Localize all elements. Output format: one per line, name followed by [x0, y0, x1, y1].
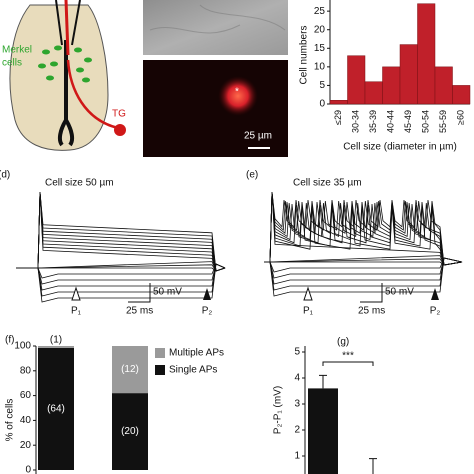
panel-title: Cell size 35 µm — [293, 178, 362, 189]
trace — [264, 191, 463, 266]
y-axis-label: P₂-P₁ (mV) — [273, 386, 284, 434]
trace — [264, 191, 463, 266]
trace — [264, 191, 463, 266]
scale-label: 50 mV — [153, 287, 182, 298]
y-tick-label: 20 — [20, 440, 32, 451]
x-tick-label: ≤29 — [333, 110, 343, 125]
legend-swatch — [155, 348, 165, 358]
x-tick-label: 55-59 — [438, 110, 448, 133]
p1-marker — [71, 286, 81, 301]
bar — [417, 3, 436, 105]
bar — [434, 66, 453, 105]
panel-label: (e) — [246, 170, 258, 181]
panel-label: (f) — [5, 335, 14, 346]
p2-marker — [431, 288, 439, 300]
bar-segment — [112, 346, 148, 394]
scale-label: 25 µm — [244, 131, 272, 142]
x-tick-label: 30-34 — [351, 110, 361, 133]
count-label: (20) — [121, 426, 139, 437]
trace — [264, 191, 463, 266]
y-tick-label: 3 — [294, 399, 300, 410]
label: cells — [2, 58, 22, 69]
trace — [264, 191, 463, 266]
x-tick-label: 45-49 — [403, 110, 413, 133]
trace — [264, 191, 463, 266]
micrographs: * 25 µm — [143, 0, 288, 157]
panel-label: (g) — [337, 337, 349, 348]
bar — [364, 81, 383, 105]
y-tick-label: 2 — [294, 425, 300, 436]
scale-bar — [360, 283, 383, 303]
y-tick-label: 4 — [294, 373, 300, 384]
label: TG — [112, 109, 126, 120]
legend-label: Multiple APs — [169, 348, 224, 359]
scale-label: 25 ms — [126, 306, 153, 317]
legend-label: Single APs — [169, 365, 217, 376]
p2-label: P₂ — [430, 306, 441, 317]
label: Merkel — [2, 45, 32, 56]
x-tick-label: 40-44 — [386, 110, 396, 133]
bar-segment — [38, 347, 74, 470]
y-tick-label: 1 — [294, 451, 300, 462]
trace — [264, 261, 463, 266]
count-label: (12) — [121, 364, 139, 375]
panel-label: (d) — [0, 170, 10, 181]
y-tick-label: 15 — [314, 43, 326, 54]
y-tick-label: 100 — [14, 341, 31, 352]
count-label: (1) — [50, 335, 62, 346]
bar — [347, 55, 366, 105]
y-tick-label: 60 — [20, 390, 32, 401]
y-tick-label: 25 — [314, 6, 326, 17]
y-tick-label: 5 — [319, 80, 325, 91]
x-tick-label: 50-54 — [421, 110, 431, 133]
x-tick-label: 35-39 — [368, 110, 378, 133]
p1-marker — [303, 286, 313, 301]
y-tick-label: 10 — [314, 61, 326, 72]
y-tick-label: 80 — [20, 365, 32, 376]
y-tick-label: 40 — [20, 415, 32, 426]
bar-segment — [38, 346, 74, 348]
count-label: (64) — [47, 404, 65, 415]
trace — [16, 267, 226, 272]
significance: *** — [342, 351, 354, 362]
bar — [399, 44, 418, 105]
error-bar — [319, 374, 327, 389]
scale-label: 50 mV — [385, 287, 414, 298]
bar — [452, 85, 471, 105]
p2-marker — [203, 288, 211, 300]
scale-bar — [128, 283, 151, 303]
y-axis-label: Cell numbers — [299, 26, 310, 85]
diagram: Merkel cells TG — [2, 0, 126, 151]
panel-title: Cell size 50 µm — [45, 178, 114, 189]
bar-segment — [112, 393, 148, 470]
p2-label: P₂ — [202, 306, 213, 317]
y-tick-label: 0 — [319, 99, 325, 110]
x-axis-label: Cell size (diameter in µm) — [343, 142, 457, 153]
bar — [382, 66, 401, 105]
y-axis-label: % of cells — [5, 399, 16, 442]
bar — [329, 100, 348, 105]
marker: * — [235, 87, 239, 98]
trace — [264, 257, 463, 297]
error-bar — [369, 458, 377, 474]
p1-label: P₁ — [71, 306, 82, 317]
trace — [16, 191, 226, 272]
y-tick-label: 5 — [294, 347, 300, 358]
p1-label: P₁ — [303, 306, 314, 317]
significance-line — [322, 361, 374, 366]
y-tick-label: 20 — [314, 24, 326, 35]
scale-label: 25 ms — [358, 306, 385, 317]
bar — [308, 388, 338, 474]
y-tick-label: 0 — [25, 465, 31, 474]
legend-swatch — [155, 365, 165, 375]
x-tick-label: ≥60 — [456, 110, 466, 125]
